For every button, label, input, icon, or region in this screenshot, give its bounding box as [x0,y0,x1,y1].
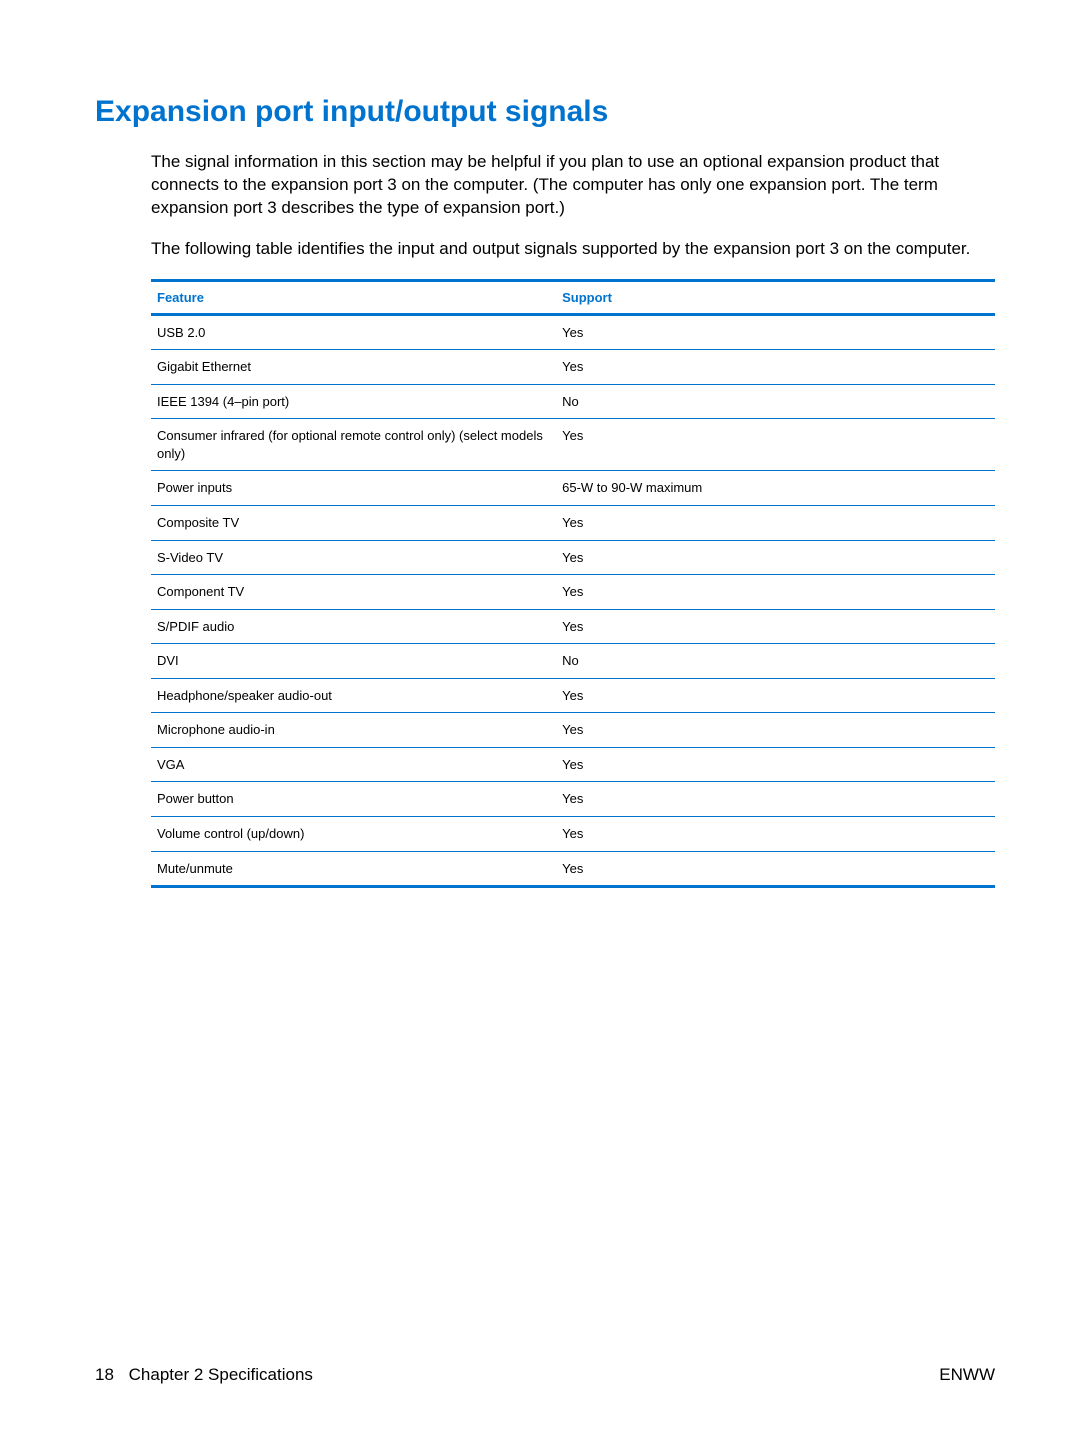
signals-table: Feature Support USB 2.0YesGigabit Ethern… [151,279,995,888]
footer-right: ENWW [939,1365,995,1385]
intro-paragraph-2: The following table identifies the input… [151,238,995,261]
cell-feature: S-Video TV [151,540,556,575]
table-header-feature: Feature [151,280,556,314]
table-row: VGAYes [151,747,995,782]
cell-feature: Volume control (up/down) [151,816,556,851]
table-row: DVINo [151,644,995,679]
table-row: Gigabit EthernetYes [151,350,995,385]
cell-support: Yes [556,816,995,851]
cell-support: No [556,384,995,419]
footer-left: 18 Chapter 2 Specifications [95,1365,323,1385]
cell-support: Yes [556,575,995,610]
cell-support: Yes [556,851,995,887]
cell-support: Yes [556,678,995,713]
table-row: Headphone/speaker audio-outYes [151,678,995,713]
page: Expansion port input/output signals The … [0,0,1080,1437]
page-number: 18 [95,1365,114,1384]
cell-support: Yes [556,506,995,541]
cell-feature: Headphone/speaker audio-out [151,678,556,713]
cell-feature: DVI [151,644,556,679]
table-row: Component TVYes [151,575,995,610]
table-row: S/PDIF audioYes [151,609,995,644]
table-row: IEEE 1394 (4–pin port)No [151,384,995,419]
table-row: Power inputs65-W to 90-W maximum [151,471,995,506]
cell-support: Yes [556,314,995,350]
section-heading: Expansion port input/output signals [95,95,995,129]
cell-feature: Gigabit Ethernet [151,350,556,385]
table-row: Composite TVYes [151,506,995,541]
cell-feature: IEEE 1394 (4–pin port) [151,384,556,419]
cell-feature: Power inputs [151,471,556,506]
cell-support: Yes [556,713,995,748]
cell-support: Yes [556,782,995,817]
cell-support: Yes [556,350,995,385]
cell-support: Yes [556,747,995,782]
cell-feature: S/PDIF audio [151,609,556,644]
cell-feature: Composite TV [151,506,556,541]
cell-support: No [556,644,995,679]
chapter-label: Chapter 2 Specifications [129,1365,313,1384]
cell-feature: Consumer infrared (for optional remote c… [151,419,556,471]
cell-feature: USB 2.0 [151,314,556,350]
table-header-support: Support [556,280,995,314]
table-row: Power buttonYes [151,782,995,817]
table-row: Mute/unmuteYes [151,851,995,887]
cell-feature: Microphone audio-in [151,713,556,748]
cell-support: 65-W to 90-W maximum [556,471,995,506]
cell-support: Yes [556,609,995,644]
page-footer: 18 Chapter 2 Specifications ENWW [95,1365,995,1385]
table-row: Microphone audio-inYes [151,713,995,748]
table-row: S-Video TVYes [151,540,995,575]
cell-feature: Mute/unmute [151,851,556,887]
table-row: USB 2.0Yes [151,314,995,350]
cell-support: Yes [556,419,995,471]
cell-feature: Power button [151,782,556,817]
table-body: USB 2.0YesGigabit EthernetYesIEEE 1394 (… [151,314,995,886]
cell-feature: Component TV [151,575,556,610]
table-header-row: Feature Support [151,280,995,314]
table-row: Consumer infrared (for optional remote c… [151,419,995,471]
cell-feature: VGA [151,747,556,782]
intro-paragraph-1: The signal information in this section m… [151,151,995,220]
cell-support: Yes [556,540,995,575]
table-row: Volume control (up/down)Yes [151,816,995,851]
